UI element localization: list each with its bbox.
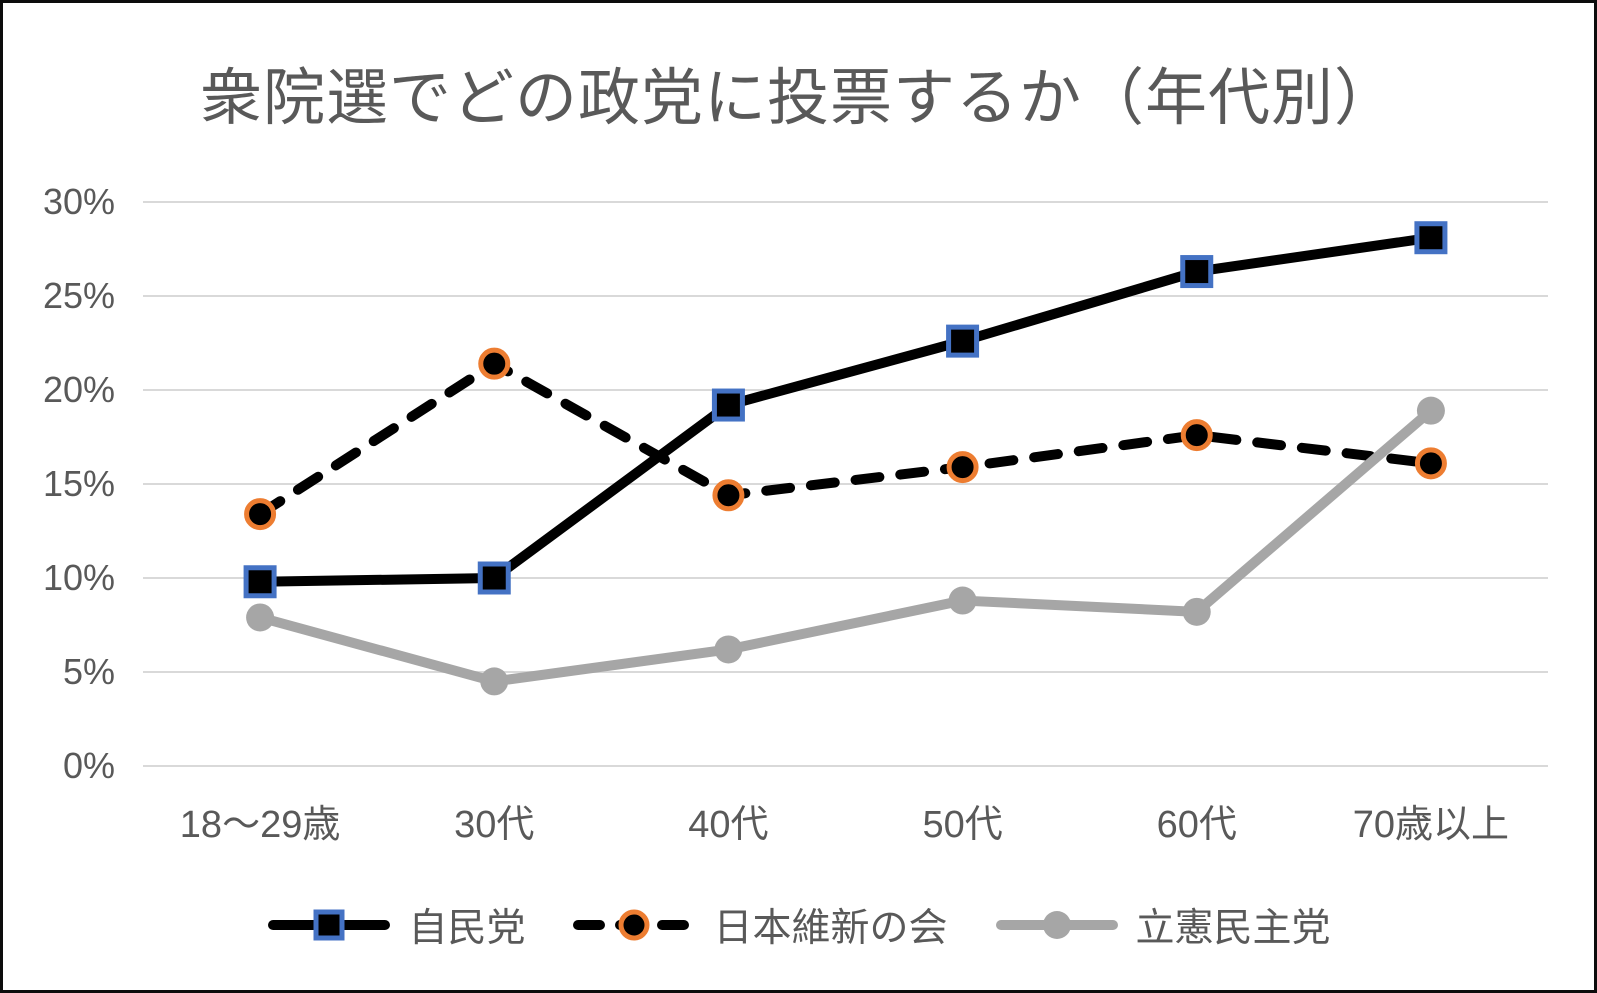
data-point-marker	[1414, 221, 1448, 255]
data-point-marker	[712, 479, 745, 512]
y-axis-tick-label: 5%	[62, 651, 115, 692]
legend-item: 日本維新の会	[571, 897, 948, 953]
legend-item: 自民党	[266, 897, 525, 953]
x-axis-category-label: 70歳以上	[1352, 804, 1510, 846]
data-point-marker	[477, 561, 511, 595]
y-axis-tick-label: 25%	[42, 275, 115, 316]
legend-marker-icon	[268, 909, 391, 941]
legend-marker-icon	[995, 911, 1118, 939]
legend-label: 日本維新の会	[713, 907, 948, 950]
series-line-2	[255, 358, 1436, 520]
data-point-marker	[1180, 255, 1214, 289]
x-axis-category-label: 60代	[1156, 804, 1237, 846]
y-axis-tick-label: 20%	[42, 369, 115, 410]
data-point-marker	[246, 603, 275, 632]
legend: 自民党 日本維新の会 立憲民主党	[3, 897, 1594, 953]
series-line-3	[255, 405, 1436, 687]
data-point-marker	[948, 586, 977, 615]
x-axis-category-label: 50代	[922, 804, 1003, 846]
data-point-marker	[714, 635, 743, 664]
x-axis-category-label: 40代	[688, 804, 769, 846]
data-point-marker	[1182, 597, 1211, 626]
data-point-marker	[1414, 447, 1447, 480]
data-point-marker	[478, 347, 511, 380]
data-point-marker	[243, 565, 277, 599]
chart-title: 衆院選でどの政党に投票するか（年代別）	[199, 64, 1397, 133]
data-point-marker	[946, 451, 979, 484]
data-point-marker	[946, 324, 980, 358]
y-axis-tick-label: 10%	[42, 557, 115, 598]
y-axis-tick-label: 30%	[42, 181, 115, 222]
plot-area	[143, 201, 1548, 767]
legend-marker-shape	[618, 909, 650, 941]
legend-item: 立憲民主党	[994, 897, 1331, 953]
x-axis-category-label: 18〜29歳	[179, 804, 341, 846]
legend-label: 自民党	[408, 907, 526, 950]
x-axis-category-label: 30代	[454, 804, 535, 846]
data-point-marker	[1180, 419, 1213, 452]
legend-label: 立憲民主党	[1135, 907, 1331, 950]
series-line-1	[255, 232, 1436, 587]
data-point-marker	[1416, 396, 1445, 425]
y-axis-tick-label: 0%	[62, 745, 115, 786]
data-point-marker	[244, 498, 277, 531]
y-axis-tick-label: 15%	[42, 463, 115, 504]
data-point-marker	[480, 667, 509, 696]
legend-marker-shape	[1042, 911, 1071, 939]
data-point-marker	[711, 388, 745, 422]
legend-marker-icon	[573, 909, 696, 941]
legend-marker-shape	[313, 909, 345, 941]
